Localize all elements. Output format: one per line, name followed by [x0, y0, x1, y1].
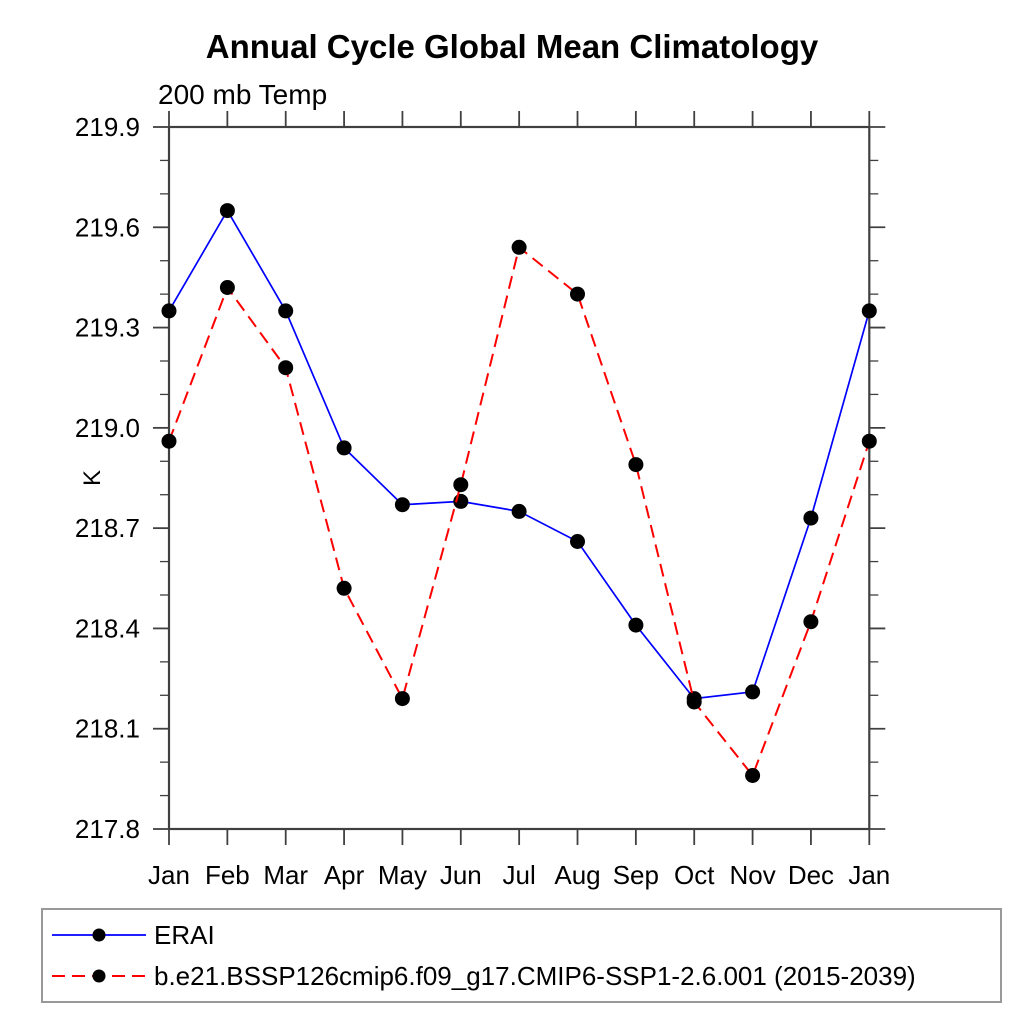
y-tick-label: 219.0 [75, 413, 140, 443]
x-tick-label: Oct [674, 860, 715, 890]
y-tick-label: 219.6 [75, 212, 140, 242]
plot-frame [167, 125, 871, 831]
data-point-marker [861, 433, 877, 449]
data-point-marker [628, 617, 644, 633]
x-tick-label: Aug [554, 860, 600, 890]
series-line-0 [168, 208, 871, 700]
data-point-marker [570, 534, 585, 549]
data-point-marker [219, 203, 235, 219]
x-tick-label: Apr [324, 860, 365, 890]
x-tick-label: Jul [503, 860, 536, 890]
y-tick-label: 218.4 [75, 613, 140, 643]
x-tick-label: Dec [788, 860, 834, 890]
y-axis-label: K [79, 470, 106, 486]
data-point-marker [394, 691, 410, 707]
y-tick-label: 219.9 [75, 112, 140, 142]
legend-marker-0 [92, 928, 106, 942]
x-tick-label: Jan [148, 860, 190, 890]
data-point-marker [686, 694, 702, 710]
data-point-marker [161, 303, 177, 319]
y-tick-label: 218.1 [75, 714, 140, 744]
data-point-marker [336, 580, 352, 596]
data-point-marker [628, 457, 644, 473]
y-tick-label: 219.3 [75, 313, 140, 343]
data-point-marker [861, 303, 877, 319]
data-point-marker [803, 614, 819, 630]
y-tick-label: 218.7 [75, 513, 140, 543]
chart-subtitle: 200 mb Temp [158, 79, 327, 110]
x-tick-label: Sep [613, 860, 659, 890]
x-tick-label: Jan [848, 860, 890, 890]
data-point-marker [511, 503, 527, 519]
y-tick-label: 217.8 [75, 814, 140, 844]
x-tick-label: Feb [205, 860, 250, 890]
x-tick-label: Jun [440, 860, 482, 890]
data-point-marker [511, 239, 527, 255]
x-tick-label: Mar [263, 860, 308, 890]
data-point-marker [219, 280, 235, 295]
x-tick-label: May [378, 860, 427, 890]
data-point-marker [278, 360, 294, 376]
data-point-marker [394, 497, 410, 513]
x-tick-label: Nov [729, 860, 775, 890]
data-point-marker [278, 303, 294, 319]
data-point-marker [453, 477, 469, 493]
legend-box [41, 908, 1002, 1003]
data-point-marker [161, 433, 177, 449]
chart-title: Annual Cycle Global Mean Climatology [206, 28, 819, 65]
data-point-marker [745, 684, 761, 700]
legend-marker-1 [92, 969, 106, 983]
data-point-marker [570, 286, 585, 302]
legend-label-1: b.e21.BSSP126cmip6.f09_g17.CMIP6-SSP1-2.… [154, 961, 916, 991]
data-point-marker [803, 510, 819, 526]
data-point-marker [745, 768, 761, 783]
legend-label-0: ERAI [154, 920, 215, 950]
data-point-marker [336, 440, 352, 456]
